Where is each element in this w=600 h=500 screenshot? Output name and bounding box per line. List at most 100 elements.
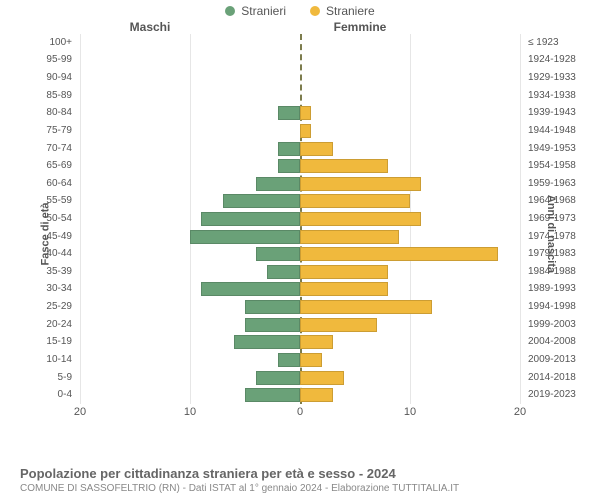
birth-year-label: 1924-1928 [524, 54, 580, 65]
age-label: 30-34 [20, 283, 76, 294]
column-headers: Maschi Femmine [0, 20, 600, 34]
legend-label-female: Straniere [326, 4, 375, 18]
age-label: 15-19 [20, 336, 76, 347]
age-label: 60-64 [20, 178, 76, 189]
chart-area: Fasce di età Anni di nascita 201001020 1… [20, 34, 580, 434]
bar-row [80, 142, 520, 156]
age-label: 95-99 [20, 54, 76, 65]
bar-row [80, 53, 520, 67]
age-label: 85-89 [20, 90, 76, 101]
birth-year-label: 2004-2008 [524, 336, 580, 347]
birth-year-label: 2019-2023 [524, 389, 580, 400]
birth-year-label: 1979-1983 [524, 248, 580, 259]
bar-female [300, 159, 388, 173]
birth-year-label: 2009-2013 [524, 354, 580, 365]
bar-female [300, 318, 377, 332]
bar-female [300, 265, 388, 279]
age-label: 20-24 [20, 319, 76, 330]
age-label: 10-14 [20, 354, 76, 365]
birth-year-label: 1959-1963 [524, 178, 580, 189]
age-label: 100+ [20, 37, 76, 48]
bar-female [300, 212, 421, 226]
bar-male [256, 177, 300, 191]
bar-female [300, 230, 399, 244]
bar-row [80, 89, 520, 103]
bar-male [267, 265, 300, 279]
bar-male [223, 194, 300, 208]
birth-year-label: 1969-1973 [524, 213, 580, 224]
bar-row [80, 177, 520, 191]
bar-row [80, 265, 520, 279]
legend: Stranieri Straniere [0, 0, 600, 18]
age-label: 5-9 [20, 372, 76, 383]
bar-male [201, 282, 300, 296]
bar-female [300, 300, 432, 314]
bar-row [80, 124, 520, 138]
age-label: 65-69 [20, 160, 76, 171]
bar-male [245, 388, 300, 402]
birth-year-label: 1934-1938 [524, 90, 580, 101]
birth-year-label: 1954-1958 [524, 160, 580, 171]
header-female: Femmine [240, 20, 480, 34]
x-tick: 20 [514, 406, 526, 418]
bar-row [80, 159, 520, 173]
legend-swatch-male [225, 6, 235, 16]
bar-female [300, 371, 344, 385]
bar-row [80, 194, 520, 208]
bar-male [278, 353, 300, 367]
bar-row [80, 371, 520, 385]
age-label: 50-54 [20, 213, 76, 224]
bar-male [278, 106, 300, 120]
bar-male [256, 247, 300, 261]
legend-item-female: Straniere [310, 4, 375, 18]
birth-year-label: 1939-1943 [524, 107, 580, 118]
bar-female [300, 124, 311, 138]
age-label: 90-94 [20, 72, 76, 83]
birth-year-label: 1929-1933 [524, 72, 580, 83]
bar-female [300, 177, 421, 191]
chart-subtitle: COMUNE DI SASSOFELTRIO (RN) - Dati ISTAT… [20, 483, 580, 494]
age-label: 0-4 [20, 389, 76, 400]
legend-swatch-female [310, 6, 320, 16]
age-label: 45-49 [20, 231, 76, 242]
bar-row [80, 388, 520, 402]
bar-female [300, 335, 333, 349]
birth-year-label: 1964-1968 [524, 195, 580, 206]
bar-row [80, 36, 520, 50]
gridline [520, 34, 521, 404]
bar-female [300, 282, 388, 296]
footer: Popolazione per cittadinanza straniera p… [20, 466, 580, 494]
bar-female [300, 247, 498, 261]
header-male: Maschi [0, 20, 240, 34]
bar-row [80, 71, 520, 85]
bar-row [80, 230, 520, 244]
plot-area [80, 34, 520, 404]
x-tick: 10 [184, 406, 196, 418]
birth-year-label: 1949-1953 [524, 143, 580, 154]
bar-row [80, 353, 520, 367]
x-tick: 0 [297, 406, 303, 418]
bar-male [245, 318, 300, 332]
age-label: 55-59 [20, 195, 76, 206]
x-tick: 10 [404, 406, 416, 418]
age-label: 25-29 [20, 301, 76, 312]
bar-female [300, 353, 322, 367]
bar-male [278, 159, 300, 173]
bar-male [256, 371, 300, 385]
birth-year-label: 1974-1978 [524, 231, 580, 242]
x-axis: 201001020 [80, 406, 520, 420]
bar-row [80, 106, 520, 120]
bar-row [80, 318, 520, 332]
x-tick: 20 [74, 406, 86, 418]
age-label: 80-84 [20, 107, 76, 118]
birth-year-label: 1999-2003 [524, 319, 580, 330]
bar-male [278, 142, 300, 156]
bar-row [80, 247, 520, 261]
birth-year-label: 2014-2018 [524, 372, 580, 383]
bar-female [300, 388, 333, 402]
bar-row [80, 212, 520, 226]
age-label: 70-74 [20, 143, 76, 154]
legend-item-male: Stranieri [225, 4, 286, 18]
bar-row [80, 282, 520, 296]
chart-title: Popolazione per cittadinanza straniera p… [20, 466, 580, 481]
